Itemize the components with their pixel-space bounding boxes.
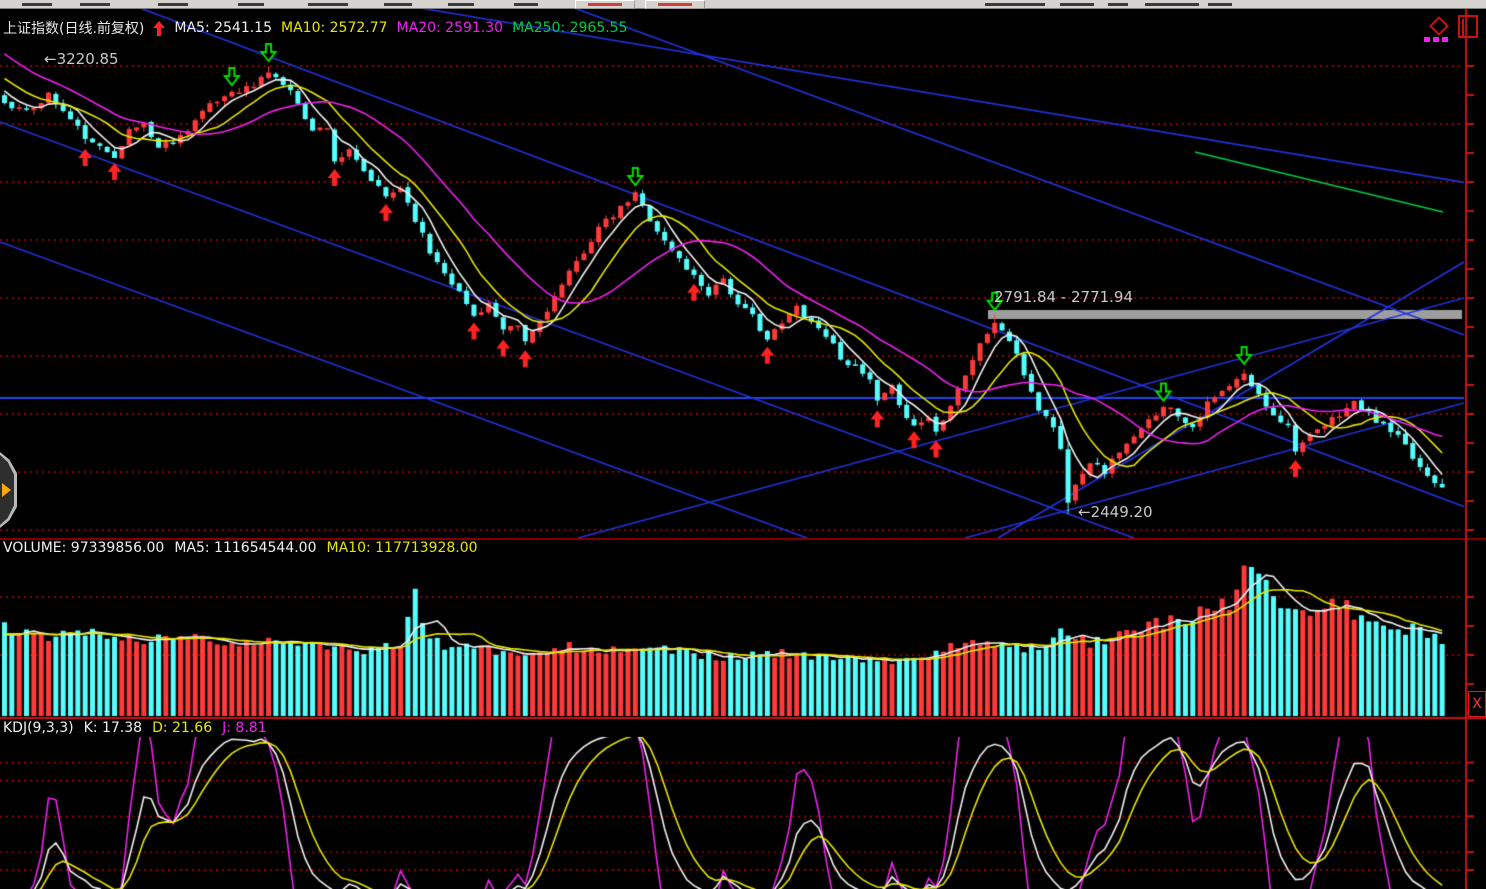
volume-header: VOLUME: 97339856.00 MA5: 111654544.00 MA… — [3, 540, 478, 556]
kdj-d-value: D: 21.66 — [152, 720, 213, 736]
menu-item-truncated[interactable] — [238, 3, 264, 6]
menu-button-truncated[interactable] — [575, 0, 635, 9]
expand-arrow-icon — [2, 483, 11, 497]
sidebar-expand-handle[interactable] — [0, 452, 17, 528]
kdj-name: KDJ(9,3,3) — [3, 720, 74, 736]
volume-ma5-value: MA5: 111654544.00 — [174, 540, 317, 556]
up-arrow-icon — [153, 20, 166, 36]
menu-item-truncated[interactable] — [22, 3, 52, 6]
kdj-header: KDJ(9,3,3) K: 17.38 D: 21.66 J: 8.81 — [3, 720, 267, 736]
menu-item-truncated[interactable] — [448, 3, 474, 6]
menu-item-truncated[interactable] — [80, 3, 110, 6]
ma250-value: MA250: 2965.55 — [512, 20, 628, 36]
window-restore-icon[interactable] — [1458, 15, 1478, 38]
menu-item-truncated[interactable] — [158, 3, 188, 6]
menu-item-truncated[interactable] — [1145, 3, 1199, 6]
menu-item-truncated[interactable] — [1060, 3, 1094, 6]
menu-item-truncated[interactable] — [514, 3, 538, 6]
close-pane-button[interactable]: X — [1468, 691, 1486, 717]
menu-bar[interactable] — [0, 0, 1486, 9]
menu-item-truncated[interactable] — [985, 3, 1045, 6]
menu-item-truncated[interactable] — [384, 3, 412, 6]
chart-title: 上证指数(日线.前复权) — [3, 21, 145, 37]
ma10-value: MA10: 2572.77 — [281, 20, 388, 36]
ma5-value: MA5: 2541.15 — [174, 20, 272, 36]
menu-button-truncated[interactable] — [645, 0, 705, 9]
kdj-j-value: J: 8.81 — [222, 720, 267, 736]
volume-ma10-value: MA10: 117713928.00 — [326, 540, 478, 556]
gap-price-annotation: 2791.84 - 2771.94 — [994, 288, 1134, 306]
low-price-annotation: ←2449.20 — [1078, 503, 1153, 521]
main-chart-header: 上证指数(日线.前复权) MA5: 2541.15 MA10: 2572.77 … — [3, 18, 628, 38]
ma20-value: MA20: 2591.30 — [396, 20, 504, 36]
menu-item-truncated[interactable] — [308, 3, 348, 6]
peak-price-annotation: ←3220.85 — [44, 50, 119, 68]
kdj-k-value: K: 17.38 — [83, 720, 143, 736]
volume-value: VOLUME: 97339856.00 — [3, 540, 165, 556]
menu-item-truncated[interactable] — [1208, 3, 1232, 6]
menu-item-truncated[interactable] — [1108, 3, 1128, 6]
